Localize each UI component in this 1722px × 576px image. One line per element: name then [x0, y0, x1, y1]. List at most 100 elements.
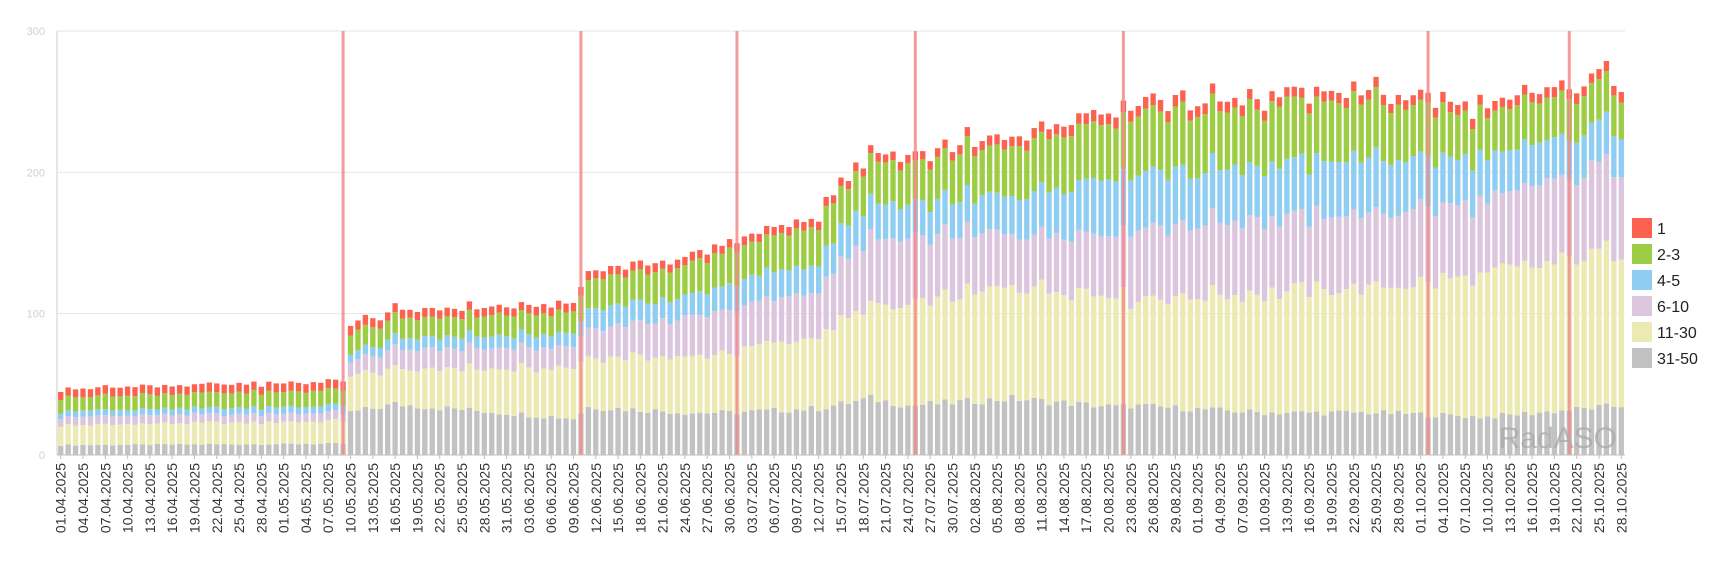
bar-segment-6-10: [280, 413, 287, 422]
bar-18.10.2025: [1544, 87, 1550, 455]
bar-segment-31-50: [1172, 405, 1179, 455]
bar-segment-6-10: [882, 238, 889, 305]
bar-segment-6-10: [1351, 209, 1357, 284]
bar-segment-1: [489, 306, 495, 316]
bar-segment-6-10: [206, 413, 213, 422]
bar-14.06.2025: [607, 266, 614, 455]
bar-segment-6-10: [169, 415, 175, 425]
bar-segment-4-5: [1016, 200, 1023, 240]
bar-segment-6-10: [741, 305, 748, 347]
bar-segment-31-50: [459, 410, 465, 455]
legend-item-11-30[interactable]: 11-30: [1632, 322, 1697, 342]
bar-03.07.2025: [749, 233, 755, 455]
bar-segment-1: [964, 127, 971, 137]
bar-segment-11-30: [823, 329, 829, 410]
bar-segment-6-10: [875, 239, 881, 304]
bar-segment-11-30: [949, 301, 956, 405]
bar-segment-4-5: [422, 336, 428, 348]
bar-segment-4-5: [1588, 122, 1595, 161]
bar-segment-11-30: [1076, 287, 1082, 402]
bar-segment-1: [459, 310, 465, 320]
bar-segment-6-10: [310, 413, 317, 422]
bar-segment-1: [1507, 99, 1513, 109]
bar-05.06.2025: [541, 304, 547, 455]
legend-item-1[interactable]: 1: [1632, 218, 1666, 238]
bar-segment-4-5: [370, 347, 376, 357]
bar-segment-2-3: [1403, 109, 1409, 162]
bar-segment-11-30: [370, 372, 376, 409]
legend-item-31-50[interactable]: 31-50: [1632, 348, 1698, 368]
bar-segment-1: [1113, 117, 1119, 129]
bar-segment-31-50: [1165, 407, 1171, 455]
bar-segment-2-3: [251, 389, 257, 406]
bar-segment-4-5: [310, 406, 317, 414]
bar-segment-2-3: [652, 272, 658, 305]
bar-segment-6-10: [1462, 200, 1468, 276]
legend-item-4-5[interactable]: 4-5: [1632, 270, 1680, 290]
bar-segment-11-30: [139, 423, 146, 445]
bar-16.04.2025: [169, 386, 175, 455]
bar-segment-31-50: [964, 397, 971, 455]
bar-segment-2-3: [110, 396, 116, 411]
bar-segment-1: [451, 308, 458, 318]
bar-segment-2-3: [1351, 91, 1357, 151]
bar-segment-1: [1313, 86, 1320, 97]
bar-segment-31-50: [778, 412, 785, 455]
bar-segment-11-30: [1083, 288, 1089, 403]
bar-segment-6-10: [1403, 211, 1409, 289]
bar-segment-4-5: [1291, 157, 1297, 211]
bar-segment-1: [1440, 91, 1446, 103]
legend-item-2-3[interactable]: 2-3: [1632, 244, 1680, 264]
bar-segment-1: [659, 260, 666, 269]
bar-segment-31-50: [496, 414, 502, 455]
bar-segment-2-3: [1544, 97, 1550, 140]
bar-segment-6-10: [764, 295, 770, 341]
bar-segment-6-10: [1217, 222, 1223, 295]
bar-11.04.2025: [132, 387, 138, 455]
x-tick-label: 09.06.2025: [565, 463, 581, 533]
event-marker-line: [341, 31, 345, 455]
bar-segment-11-30: [1195, 299, 1201, 408]
bar-30.06.2025: [726, 239, 733, 455]
bar-segment-31-50: [214, 444, 220, 455]
bar-segment-6-10: [1522, 182, 1528, 261]
bar-segment-1: [407, 309, 413, 318]
bar-10.07.2025: [801, 221, 807, 455]
bar-03.04.2025: [72, 389, 79, 455]
bar-22.07.2025: [890, 151, 896, 455]
bar-segment-1: [1098, 114, 1104, 126]
bar-20.07.2025: [875, 153, 881, 455]
bar-segment-11-30: [496, 369, 502, 415]
bar-03.08.2025: [979, 141, 985, 455]
bar-segment-1: [541, 304, 547, 313]
bar-segment-2-3: [659, 268, 666, 298]
bar-segment-4-5: [1455, 160, 1461, 206]
bar-segment-11-30: [1321, 289, 1327, 416]
bar-segment-2-3: [377, 328, 383, 348]
bar-07.04.2025: [102, 385, 108, 455]
bar-segment-31-50: [1522, 412, 1528, 455]
bar-segment-4-5: [1299, 153, 1305, 210]
bar-segment-6-10: [1618, 177, 1624, 260]
bar-segment-11-30: [333, 419, 339, 444]
legend-item-6-10[interactable]: 6-10: [1632, 296, 1689, 316]
bar-10.04.2025: [124, 386, 131, 455]
bar-segment-31-50: [927, 401, 933, 455]
bar-segment-1: [682, 256, 688, 266]
bar-segment-11-30: [184, 424, 190, 445]
y-tick-label: 100: [27, 309, 45, 321]
bar-segment-6-10: [1336, 216, 1342, 294]
bar-segment-31-50: [741, 411, 748, 455]
bar-segment-31-50: [251, 444, 257, 455]
bar-segment-31-50: [1284, 412, 1290, 455]
bar-segment-4-5: [333, 403, 339, 411]
bar-segment-11-30: [1105, 298, 1112, 405]
bar-segment-6-10: [132, 416, 138, 425]
bar-segment-6-10: [1432, 216, 1439, 289]
bar-segment-4-5: [570, 333, 577, 347]
bar-segment-1: [65, 387, 71, 396]
bar-segment-2-3: [1209, 93, 1216, 153]
bar-12.09.2025: [1276, 97, 1283, 455]
bar-segment-6-10: [756, 300, 762, 344]
bar-segment-2-3: [905, 162, 911, 205]
